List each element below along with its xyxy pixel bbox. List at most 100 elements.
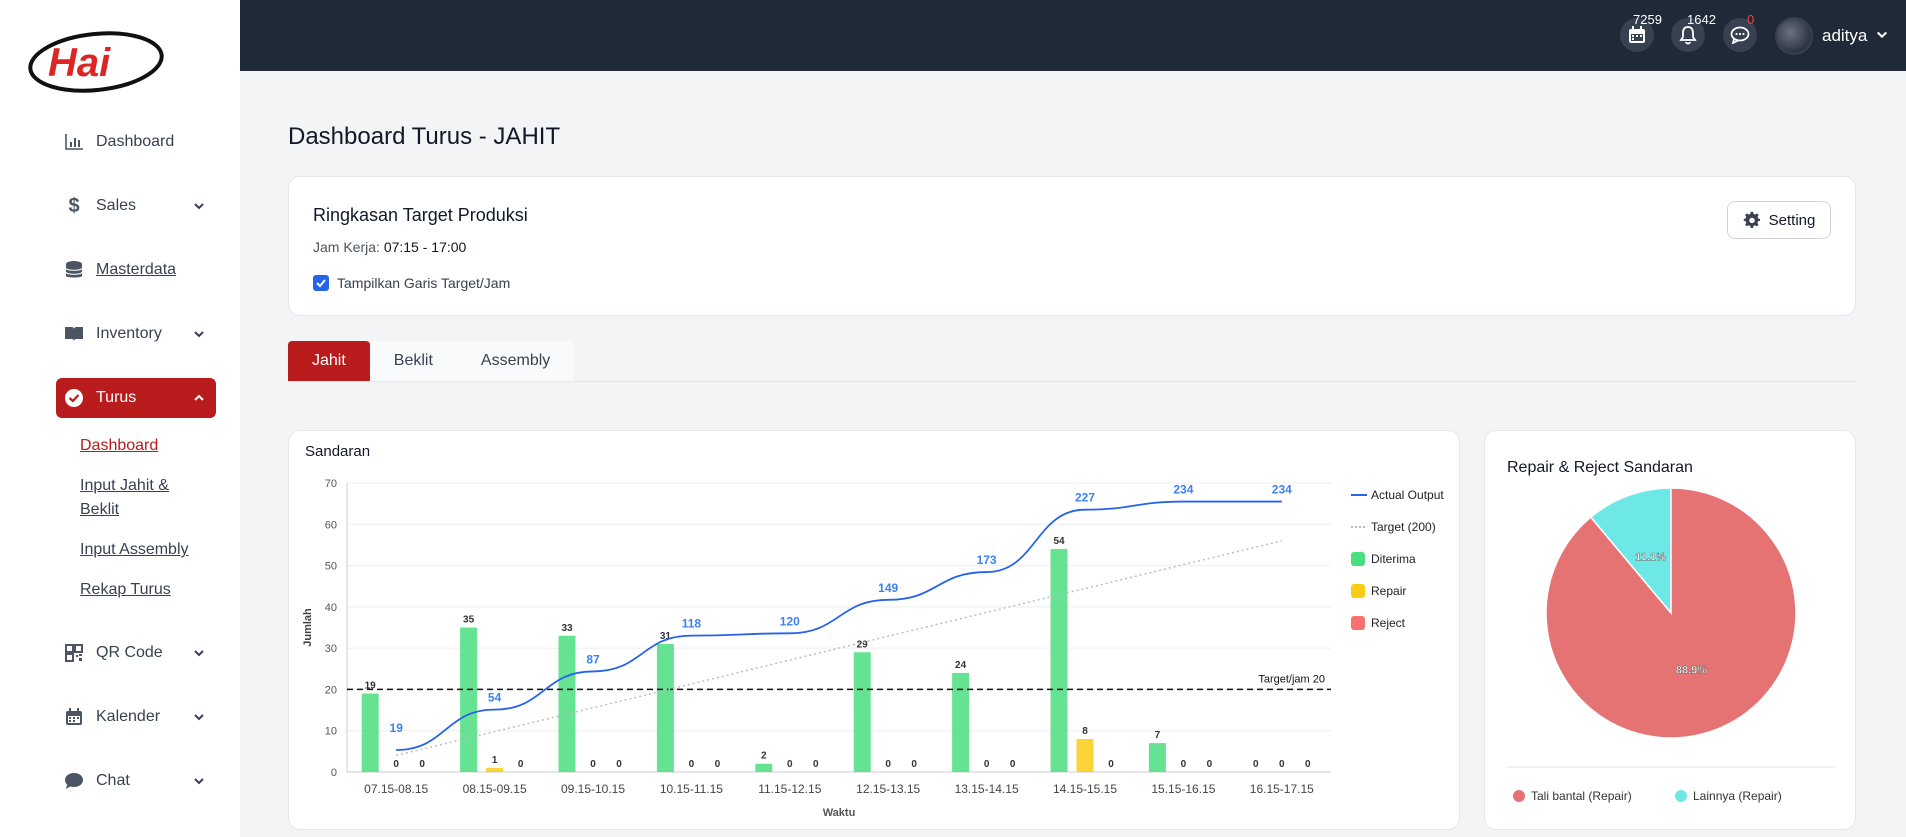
bar-value-label: 0 [1279, 759, 1285, 770]
logo-text: Hai [48, 41, 111, 85]
pie-legend-swatch [1513, 790, 1525, 802]
y-tick-label: 20 [325, 684, 337, 696]
calendar-count-badge: 7259 [1633, 12, 1662, 27]
actual-output-value-label: 54 [488, 691, 502, 705]
bar-value-label: 0 [689, 759, 695, 770]
legend-label: Diterima [1371, 552, 1416, 566]
bar-value-label: 0 [1010, 759, 1016, 770]
calendar-icon [1629, 26, 1645, 43]
chevron-down-icon [194, 331, 204, 338]
working-hours-value: 07:15 - 17:00 [383, 239, 467, 255]
pie-slice [1589, 487, 1672, 616]
x-tick-label: 09.15-10.15 [561, 782, 625, 796]
x-tick-label: 16.15-17.15 [1250, 782, 1314, 796]
chevron-down-icon [194, 650, 204, 657]
target-line-checkbox-label[interactable]: Tampilkan Garis Target/Jam [337, 275, 511, 291]
sidebar-item-dashboard[interactable]: Dashboard [56, 122, 216, 162]
setting-button[interactable]: Setting [1727, 201, 1831, 239]
notification-button[interactable]: 1642 [1671, 12, 1716, 52]
bar-value-label: 31 [660, 631, 672, 642]
bar-value-label: 24 [955, 660, 967, 671]
turus-sub-dashboard[interactable]: Dashboard [80, 437, 159, 454]
bar-value-label: 0 [393, 759, 399, 770]
y-tick-label: 60 [325, 519, 337, 531]
bar-value-label: 1 [492, 755, 498, 766]
bar-value-label: 0 [616, 759, 622, 770]
bar-value-label: 0 [419, 759, 425, 770]
bar-chart-icon [64, 132, 84, 152]
username-label: aditya [1822, 26, 1868, 45]
x-tick-label: 13.15-14.15 [955, 782, 1019, 796]
bar-value-label: 8 [1082, 726, 1088, 737]
bar-diterima [1050, 549, 1068, 772]
actual-output-value-label: 120 [780, 614, 800, 628]
bar-diterima [656, 644, 674, 772]
brand-logo[interactable]: Hai [26, 28, 166, 96]
tab-assembly[interactable]: Assembly [456, 341, 575, 381]
sidebar-item-turus[interactable]: Turus [56, 378, 216, 418]
pie-slice [1545, 487, 1797, 739]
tab-divider [288, 381, 1856, 382]
sidebar-item-label: Kalender [96, 708, 161, 725]
actual-output-value-label: 19 [390, 721, 404, 735]
tab-jahit[interactable]: Jahit [288, 341, 370, 381]
chat-bubble-icon [64, 771, 84, 791]
sidebar-item-label: Inventory [96, 325, 162, 342]
bar-diterima [1148, 743, 1166, 772]
notification-count-badge: 1642 [1687, 12, 1716, 27]
bar-diterima [755, 763, 773, 772]
sidebar-item-label: Masterdata [96, 261, 177, 278]
turus-sub-input-assembly[interactable]: Input Assembly [80, 541, 189, 558]
bar-diterima [952, 672, 970, 772]
bar-diterima [361, 693, 379, 772]
bar-value-label: 33 [561, 623, 573, 634]
bar-value-label: 29 [857, 639, 869, 650]
y-tick-label: 30 [325, 643, 337, 655]
chevron-down-icon [194, 714, 204, 721]
x-axis-label: Waktu [823, 807, 856, 819]
sidebar-item-inventory[interactable]: Inventory [56, 314, 216, 354]
x-tick-label: 10.15-11.15 [660, 782, 723, 796]
bar-value-label: 0 [984, 759, 990, 770]
bar-repair [486, 767, 504, 772]
avatar[interactable] [1775, 17, 1813, 55]
bar-value-label: 0 [1253, 759, 1259, 770]
sidebar-item-label: Sales [96, 197, 137, 214]
bar-value-label: 0 [590, 759, 596, 770]
sidebar-item-sales[interactable]: $ Sales [56, 186, 216, 226]
turus-sub-input-jahit-beklit[interactable]: Input Jahit & Beklit [80, 477, 169, 518]
calendar-button[interactable]: 7259 [1620, 12, 1662, 52]
sidebar-item-qr-code[interactable]: QR Code [56, 633, 216, 673]
x-tick-label: 14.15-15.15 [1053, 782, 1117, 796]
checkmark-icon [316, 279, 326, 288]
turus-sub-rekap-turus[interactable]: Rekap Turus [80, 581, 171, 598]
actual-output-value-label: 87 [586, 652, 600, 666]
actual-output-value-label: 149 [878, 581, 898, 595]
bar-value-label: 0 [1207, 759, 1213, 770]
chevron-down-icon [194, 778, 204, 785]
tab-bar: Jahit Beklit Assembly [288, 341, 575, 381]
user-menu[interactable]: aditya [1822, 26, 1888, 46]
pie-slice-label: 11.1% [1635, 552, 1666, 564]
sidebar-item-label: QR Code [96, 644, 163, 661]
y-axis-label: Jumlah [302, 608, 314, 647]
setting-button-label: Setting [1768, 211, 1816, 229]
database-icon [64, 260, 84, 280]
qr-code-icon [64, 643, 84, 663]
tab-beklit[interactable]: Beklit [369, 341, 457, 381]
chat-button[interactable]: 0 [1723, 12, 1757, 52]
target-line-checkbox[interactable] [313, 275, 329, 291]
actual-output-value-label: 234 [1173, 483, 1193, 497]
x-tick-label: 07.15-08.15 [364, 782, 428, 796]
sidebar-item-chat[interactable]: Chat [56, 761, 216, 801]
bar-value-label: 0 [813, 759, 819, 770]
y-tick-label: 70 [325, 478, 337, 490]
sidebar-item-kalender[interactable]: Kalender [56, 697, 216, 737]
sidebar-item-label: Turus [96, 389, 137, 406]
bar-repair [1076, 738, 1094, 772]
sidebar-item-masterdata[interactable]: Masterdata [56, 250, 216, 290]
y-tick-label: 0 [331, 767, 337, 779]
x-tick-label: 11.15-12.15 [758, 782, 821, 796]
check-circle-icon [64, 388, 84, 408]
actual-output-value-label: 227 [1075, 491, 1095, 505]
